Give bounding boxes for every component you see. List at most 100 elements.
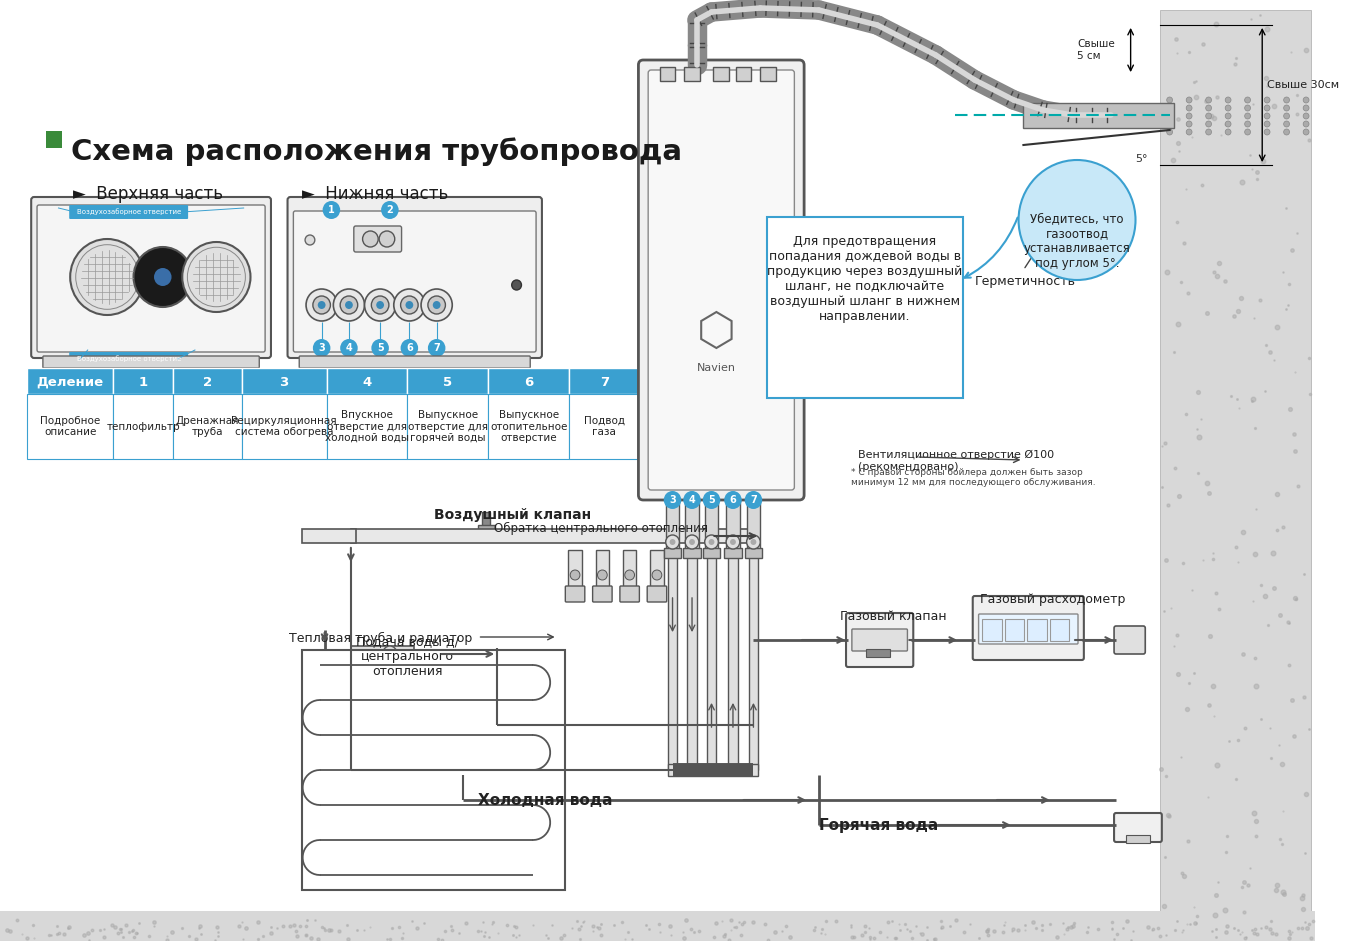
Bar (569, 394, 639, 459)
Text: 3: 3 (279, 375, 289, 389)
Bar (478, 525, 495, 530)
Circle shape (598, 570, 607, 580)
Circle shape (1245, 113, 1251, 119)
Circle shape (1186, 113, 1193, 119)
Bar (113, 394, 174, 459)
Circle shape (1018, 160, 1136, 280)
Text: * С правой стороны бойлера должен быть зазор
минимум 12 мм для последующего обсл: * С правой стороны бойлера должен быть з… (851, 468, 1095, 487)
Circle shape (333, 289, 364, 321)
Text: ►  Верхняя часть: ► Верхняя часть (73, 185, 223, 203)
Circle shape (1303, 105, 1309, 111)
Text: 6: 6 (730, 495, 737, 505)
Text: 5: 5 (376, 343, 383, 353)
Bar (0, 911, 1315, 941)
FancyBboxPatch shape (353, 226, 402, 252)
Text: 7: 7 (750, 495, 757, 505)
Text: 5: 5 (444, 375, 452, 389)
Text: 7: 7 (433, 343, 440, 353)
Circle shape (1186, 121, 1193, 127)
Text: 2: 2 (204, 375, 212, 389)
Text: Свыше 30см: Свыше 30см (1267, 80, 1340, 90)
Circle shape (724, 491, 742, 509)
Circle shape (664, 491, 681, 509)
Circle shape (345, 301, 353, 309)
Bar (685, 500, 699, 555)
Bar (650, 550, 664, 598)
Circle shape (1206, 113, 1211, 119)
Bar (483, 512, 490, 527)
FancyBboxPatch shape (621, 586, 639, 602)
Bar (1160, 10, 1311, 941)
Circle shape (1303, 121, 1309, 127)
Circle shape (665, 535, 680, 549)
Circle shape (340, 296, 357, 314)
Circle shape (1303, 129, 1309, 135)
Text: 2: 2 (387, 205, 394, 215)
Text: 3: 3 (318, 343, 325, 353)
Text: 5: 5 (708, 495, 715, 505)
Text: Воздухозаборное отверстие: Воздухозаборное отверстие (77, 356, 181, 362)
Circle shape (726, 535, 739, 549)
Circle shape (305, 235, 314, 245)
Circle shape (1167, 129, 1172, 135)
Circle shape (708, 539, 715, 545)
Circle shape (1303, 97, 1309, 103)
FancyBboxPatch shape (1028, 619, 1047, 641)
FancyBboxPatch shape (978, 614, 1078, 644)
FancyBboxPatch shape (648, 70, 795, 490)
FancyBboxPatch shape (648, 586, 666, 602)
Circle shape (428, 339, 445, 357)
Circle shape (379, 231, 395, 247)
Circle shape (1167, 121, 1172, 127)
Bar (761, 67, 776, 81)
Text: Рециркуляционная
система обогрева: Рециркуляционная система обогрева (231, 416, 337, 438)
Circle shape (306, 289, 337, 321)
Text: 3: 3 (669, 495, 676, 505)
Text: Тепловая труба и радиатор: Тепловая труба и радиатор (290, 632, 472, 646)
Bar (27, 394, 113, 459)
Bar (660, 67, 676, 81)
FancyBboxPatch shape (31, 197, 271, 358)
FancyBboxPatch shape (287, 197, 542, 358)
Circle shape (745, 491, 762, 509)
Bar (174, 394, 241, 459)
Bar (726, 500, 739, 555)
Circle shape (1225, 129, 1232, 135)
Bar (737, 67, 751, 81)
Bar (687, 555, 697, 770)
FancyBboxPatch shape (43, 356, 259, 368)
Circle shape (406, 301, 413, 309)
Text: 6: 6 (525, 375, 533, 389)
Text: теплофильтр: теплофильтр (107, 422, 179, 432)
FancyBboxPatch shape (592, 586, 612, 602)
Circle shape (1264, 129, 1269, 135)
Bar (113, 368, 174, 394)
Text: Деление: Деление (36, 375, 104, 389)
Text: Для предотвращения
попадания дождевой воды в
продукцию через воздушный
шланг, не: Для предотвращения попадания дождевой во… (768, 235, 963, 323)
Bar (668, 555, 677, 770)
Text: Газовый расходометр: Газовый расходометр (979, 593, 1125, 606)
Bar (351, 646, 414, 658)
Circle shape (669, 539, 676, 545)
Text: Подробное
описание: Подробное описание (40, 416, 100, 438)
Bar (46, 131, 62, 148)
FancyBboxPatch shape (1114, 626, 1145, 654)
FancyBboxPatch shape (565, 586, 585, 602)
Text: 4: 4 (688, 495, 695, 505)
FancyArrow shape (1024, 103, 1175, 127)
Bar (595, 550, 610, 598)
Circle shape (1284, 97, 1290, 103)
Circle shape (134, 247, 192, 307)
Bar (407, 394, 488, 459)
Circle shape (364, 289, 395, 321)
Circle shape (1303, 113, 1309, 119)
Text: 7: 7 (600, 375, 608, 389)
Circle shape (1206, 129, 1211, 135)
Circle shape (428, 296, 445, 314)
Text: Вентиляционное отверстие Ø100
(рекомендовано): Вентиляционное отверстие Ø100 (рекомендо… (858, 450, 1054, 471)
Circle shape (371, 339, 389, 357)
Text: Выпускное
отверстие для
горячей воды: Выпускное отверстие для горячей воды (407, 410, 488, 443)
Bar (707, 555, 716, 770)
Text: Navien: Navien (697, 363, 737, 373)
FancyBboxPatch shape (36, 205, 266, 352)
